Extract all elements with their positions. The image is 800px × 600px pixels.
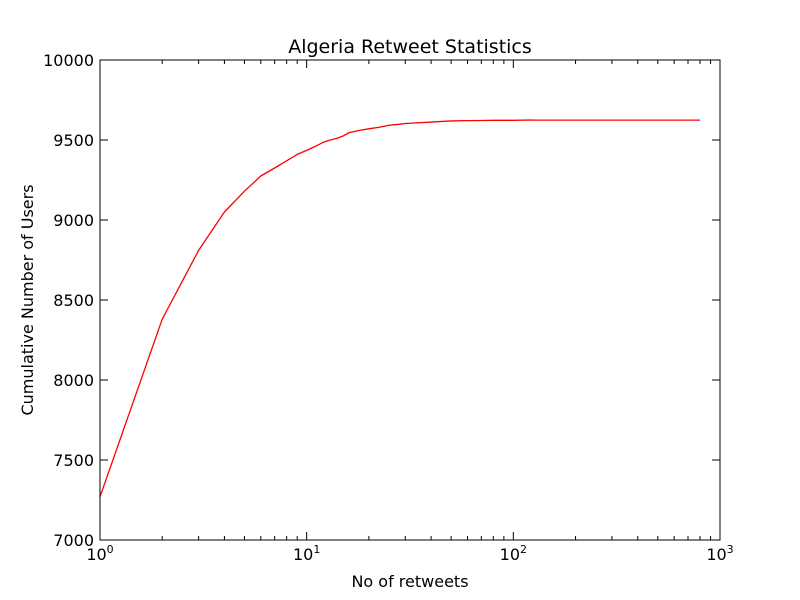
chart-title: Algeria Retweet Statistics [288, 36, 532, 58]
y-tick-label: 7500 [53, 451, 94, 470]
y-axis-label: Cumulative Number of Users [18, 184, 37, 415]
y-tick-label: 9500 [53, 131, 94, 150]
y-tick-label: 8000 [53, 371, 94, 390]
y-tick-label: 9000 [53, 211, 94, 230]
y-tick-label: 8500 [53, 291, 94, 310]
y-tick-label: 10000 [43, 51, 94, 70]
x-axis-label: No of retweets [351, 572, 468, 591]
x-tick-label: 103 [706, 543, 733, 564]
x-tick-label: 102 [500, 543, 527, 564]
x-tick-label: 101 [293, 543, 320, 564]
series-line-0 [99, 119, 700, 498]
y-tick-label: 7000 [53, 531, 94, 550]
x-tick-label: 100 [86, 543, 113, 564]
plot-area: 100 101 102 103 7000 7500 8000 8500 9000 9500 1000… [43, 51, 734, 564]
plot-frame [99, 59, 721, 541]
